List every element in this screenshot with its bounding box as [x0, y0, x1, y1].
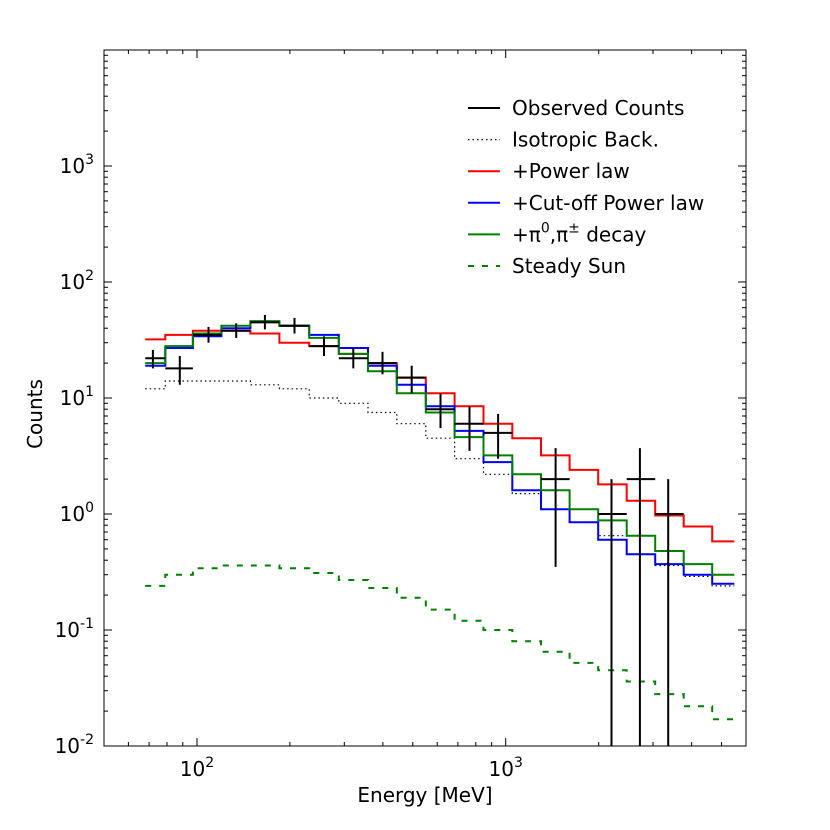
legend-label-5: Steady Sun — [512, 254, 626, 278]
y-tick-label: 102 — [60, 268, 94, 294]
y-tick-label: 100 — [60, 500, 94, 526]
x-tick-label: 103 — [489, 755, 523, 781]
legend-label-4: +π0,π± decay — [512, 220, 646, 246]
ticks-layer — [103, 50, 747, 747]
legend-label-3: +Cut-off Power law — [512, 191, 704, 215]
series-layer — [145, 314, 735, 746]
series-line-power-law — [145, 329, 735, 543]
legend: Observed Counts Isotropic Back. +Power law… — [468, 96, 704, 278]
y-tick-labels: 10-2 10-1 100 101 102 103 — [55, 152, 94, 758]
y-axis-label: Counts — [23, 379, 47, 449]
legend-label-0: Observed Counts — [512, 96, 684, 120]
legend-label-2: +Power law — [512, 159, 630, 183]
y-tick-label: 103 — [60, 152, 94, 178]
x-tick-labels: 102 103 — [180, 755, 523, 781]
x-tick-label: 102 — [180, 755, 214, 781]
legend-label-1: Isotropic Back. — [512, 128, 659, 152]
x-axis-label: Energy [MeV] — [357, 783, 492, 807]
y-tick-label: 10-1 — [55, 616, 94, 642]
y-tick-label: 101 — [60, 384, 94, 410]
y-tick-label: 10-2 — [55, 732, 94, 758]
series-line-steady-sun — [145, 564, 735, 721]
series-line-isotropic-back — [145, 380, 735, 587]
